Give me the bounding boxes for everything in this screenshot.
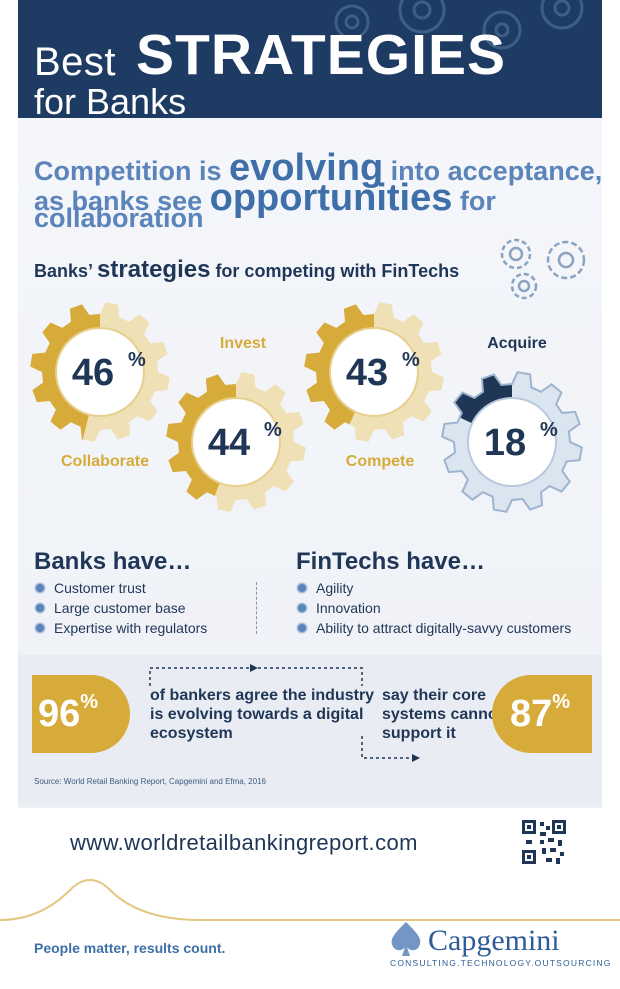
gear-unit-43: % (402, 349, 420, 371)
stat-value-87: 87% (510, 691, 571, 736)
list-item: Innovation (296, 598, 571, 618)
headline-text: as banks see (34, 186, 210, 216)
section-title-text: for competing with FinTechs (210, 261, 460, 281)
headline-emphasis: evolving (229, 147, 384, 189)
section-title-text: Banks’ (34, 261, 98, 281)
list-item: Ability to attract digitally-savvy custo… (296, 618, 571, 638)
headline-text: Competition is (34, 156, 229, 186)
gear-label-collaborate: Collaborate (61, 453, 149, 470)
stat-text-line: say their core (382, 687, 487, 704)
gear-center (191, 397, 281, 487)
divider (256, 582, 257, 634)
stat-unit: % (80, 691, 99, 713)
gear-label-acquire: Acquire (487, 335, 547, 352)
capgemini-spade-icon (391, 922, 421, 956)
headline-line-1: Competition is evolving into acceptance, (34, 147, 602, 190)
footer-tagline: People matter, results count. (34, 940, 226, 956)
stat-text-right: say their core systems cannot support it (382, 686, 503, 743)
list-item: Large customer base (34, 598, 207, 618)
banks-have-title: Banks have… (34, 548, 192, 575)
gear-value-44: 44 (208, 422, 250, 464)
banks-have-list: Customer trust Large customer base Exper… (34, 578, 207, 638)
stat-badge-96 (32, 675, 130, 753)
gear-value-43: 43 (346, 352, 388, 394)
section-title-emphasis: strategies (97, 256, 211, 283)
stat-number: 96 (38, 693, 81, 735)
gear-unit-44: % (264, 419, 282, 441)
gear-center (55, 327, 145, 417)
headline-text: into acceptance, (383, 156, 603, 186)
list-item: Agility (296, 578, 571, 598)
fintechs-have-list: Agility Innovation Ability to attract di… (296, 578, 571, 638)
fintechs-have-title: FinTechs have… (296, 548, 485, 575)
stat-text-left: of bankers agree the industry is evolvin… (150, 686, 374, 743)
title-strategies: STRATEGIES (136, 23, 506, 87)
stat-text-line: support it (382, 725, 456, 742)
gear-icon (500, 238, 586, 300)
stat-value-96: 96% (38, 691, 99, 736)
gear-unit-46: % (128, 349, 146, 371)
gear-center (329, 327, 419, 417)
stat-text-line: ecosystem (150, 725, 233, 742)
stat-text-line: of bankers agree the industry (150, 687, 375, 704)
headline-line-3: collaboration (34, 203, 204, 233)
stat-badge-87 (492, 675, 592, 753)
headline-emphasis: opportunities (209, 177, 453, 219)
stat-number: 87 (510, 693, 553, 735)
headline-line-2: as banks see opportunities for (34, 177, 496, 220)
gear-unit-18: % (540, 419, 558, 441)
list-item: Expertise with regulators (34, 618, 207, 638)
title-best: Best (34, 40, 117, 84)
gear-value-46: 46 (72, 352, 114, 394)
capgemini-logo[interactable]: Capgemini (428, 924, 560, 957)
footer-curve (0, 879, 620, 921)
gear-label-compete: Compete (346, 453, 415, 470)
gear-icon (334, 0, 584, 50)
gear-label-invest: Invest (220, 335, 267, 352)
gear-value-18: 18 (484, 422, 526, 464)
stat-unit: % (552, 691, 571, 713)
stat-text-line: is evolving towards a digital (150, 706, 364, 723)
qr-code-icon[interactable] (520, 818, 568, 866)
gear-center (467, 397, 557, 487)
section-title: Banks’ strategies for competing with Fin… (34, 256, 459, 284)
list-item: Customer trust (34, 578, 207, 598)
stat-text-line: systems cannot (382, 706, 503, 723)
logo-subtitle: CONSULTING.TECHNOLOGY.OUTSOURCING (390, 958, 612, 968)
title-for-banks: for Banks (34, 81, 187, 119)
gear-outline (441, 371, 583, 513)
source-note: Source: World Retail Banking Report, Cap… (34, 777, 266, 786)
report-url-link[interactable]: www.worldretailbankingreport.com (70, 830, 418, 855)
header-banner: Best STRATEGIES for Banks (18, 0, 602, 118)
headline-text: for (452, 186, 496, 216)
